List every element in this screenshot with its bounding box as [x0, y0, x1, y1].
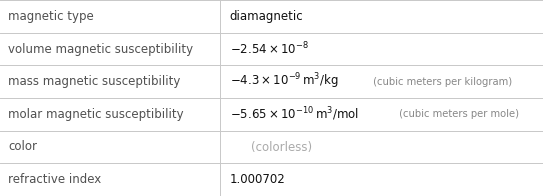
Text: magnetic type: magnetic type	[8, 10, 94, 23]
Text: refractive index: refractive index	[8, 173, 102, 186]
Text: $-2.54\times10^{-8}$: $-2.54\times10^{-8}$	[230, 41, 309, 57]
Text: color: color	[8, 141, 37, 153]
Text: (cubic meters per mole): (cubic meters per mole)	[396, 109, 519, 119]
Text: 1.000702: 1.000702	[230, 173, 286, 186]
Text: mass magnetic susceptibility: mass magnetic susceptibility	[8, 75, 180, 88]
Text: (cubic meters per kilogram): (cubic meters per kilogram)	[370, 77, 512, 87]
Text: $-4.3\times10^{-9}\,\mathrm{m}^{3}\mathrm{/kg}$: $-4.3\times10^{-9}\,\mathrm{m}^{3}\mathr…	[230, 72, 338, 92]
Text: (colorless): (colorless)	[251, 141, 313, 153]
Text: molar magnetic susceptibility: molar magnetic susceptibility	[8, 108, 184, 121]
Text: diamagnetic: diamagnetic	[230, 10, 304, 23]
Text: volume magnetic susceptibility: volume magnetic susceptibility	[8, 43, 193, 55]
Text: $-5.65\times10^{-10}\,\mathrm{m}^{3}\mathrm{/mol}$: $-5.65\times10^{-10}\,\mathrm{m}^{3}\mat…	[230, 105, 359, 123]
